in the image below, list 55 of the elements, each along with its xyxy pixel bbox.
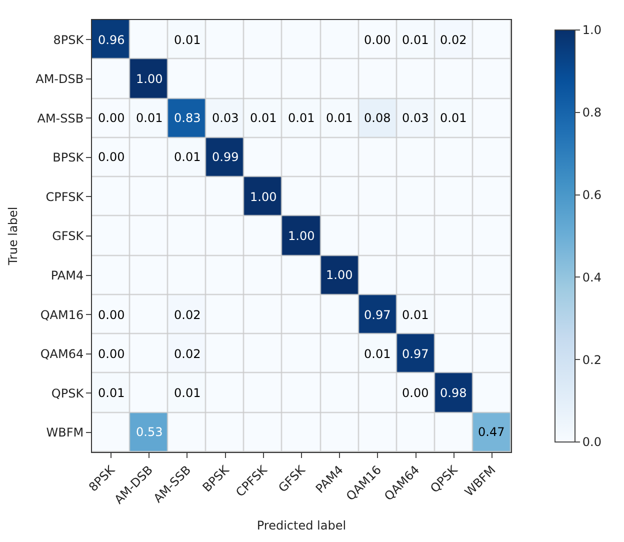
data-label: 1.00 [136, 72, 163, 86]
y-tick-label: CPFSK [46, 190, 85, 204]
data-label: 0.96 [98, 33, 125, 47]
data-label: 0.03 [212, 111, 239, 125]
y-tick-label: AM-SSB [37, 111, 84, 126]
y-tick-label: BPSK [52, 150, 85, 165]
color-bar-label: 1.0 [582, 23, 602, 38]
data-label: 0.97 [364, 308, 391, 322]
data-label: 0.99 [212, 150, 239, 164]
color-bar-label: 0.2 [582, 352, 602, 367]
data-label: 0.00 [98, 111, 125, 125]
data-label: 0.01 [402, 308, 429, 322]
data-label: 0.00 [98, 308, 125, 322]
data-label: 0.01 [326, 111, 353, 125]
color-bar-label: 0.6 [582, 188, 602, 202]
data-label: 0.01 [402, 33, 429, 47]
data-label: 0.01 [440, 111, 467, 125]
x-axis-title: Predicted label [256, 518, 346, 533]
data-label: 0.47 [478, 425, 505, 439]
data-label: 0.01 [98, 386, 125, 400]
data-label: 0.00 [98, 150, 125, 164]
data-label: 0.97 [402, 347, 429, 361]
data-label: 1.00 [288, 229, 315, 243]
y-tick-label: QAM16 [40, 308, 84, 322]
data-label: 0.01 [136, 111, 163, 125]
data-label: 0.01 [288, 111, 315, 125]
data-label: 0.53 [136, 425, 163, 439]
y-tick-label: QPSK [51, 386, 85, 400]
data-label: 0.02 [174, 347, 201, 361]
data-label: 0.01 [174, 150, 201, 164]
y-tick-label: GFSK [52, 229, 85, 244]
data-label: 0.02 [440, 33, 467, 47]
color-bar-label: 0.4 [582, 270, 602, 284]
data-label: 0.03 [402, 111, 429, 125]
y-tick-label: AM-DSB [36, 72, 84, 86]
y-tick-label: QAM64 [40, 347, 84, 362]
y-tick-label: WBFM [46, 426, 84, 440]
color-bar-label: 0.0 [582, 435, 602, 450]
data-label: 0.01 [250, 111, 277, 125]
data-label: 0.83 [174, 111, 201, 125]
data-label: 0.00 [98, 347, 125, 361]
data-label: 0.01 [364, 347, 391, 361]
data-label: 0.01 [174, 386, 201, 400]
data-label: 0.02 [174, 308, 201, 322]
data-label: 0.01 [174, 33, 201, 47]
data-label: 0.08 [364, 111, 391, 125]
color-bar-label: 0.8 [582, 106, 602, 120]
data-label: 0.00 [364, 33, 391, 47]
y-tick-label: 8PSK [53, 32, 85, 47]
data-label: 1.00 [250, 190, 277, 204]
y-axis-title: True label [6, 206, 20, 266]
data-label: 0.98 [440, 386, 467, 400]
data-label: 1.00 [326, 268, 353, 282]
data-label: 0.00 [402, 386, 429, 400]
y-tick-label: PAM4 [50, 268, 84, 282]
